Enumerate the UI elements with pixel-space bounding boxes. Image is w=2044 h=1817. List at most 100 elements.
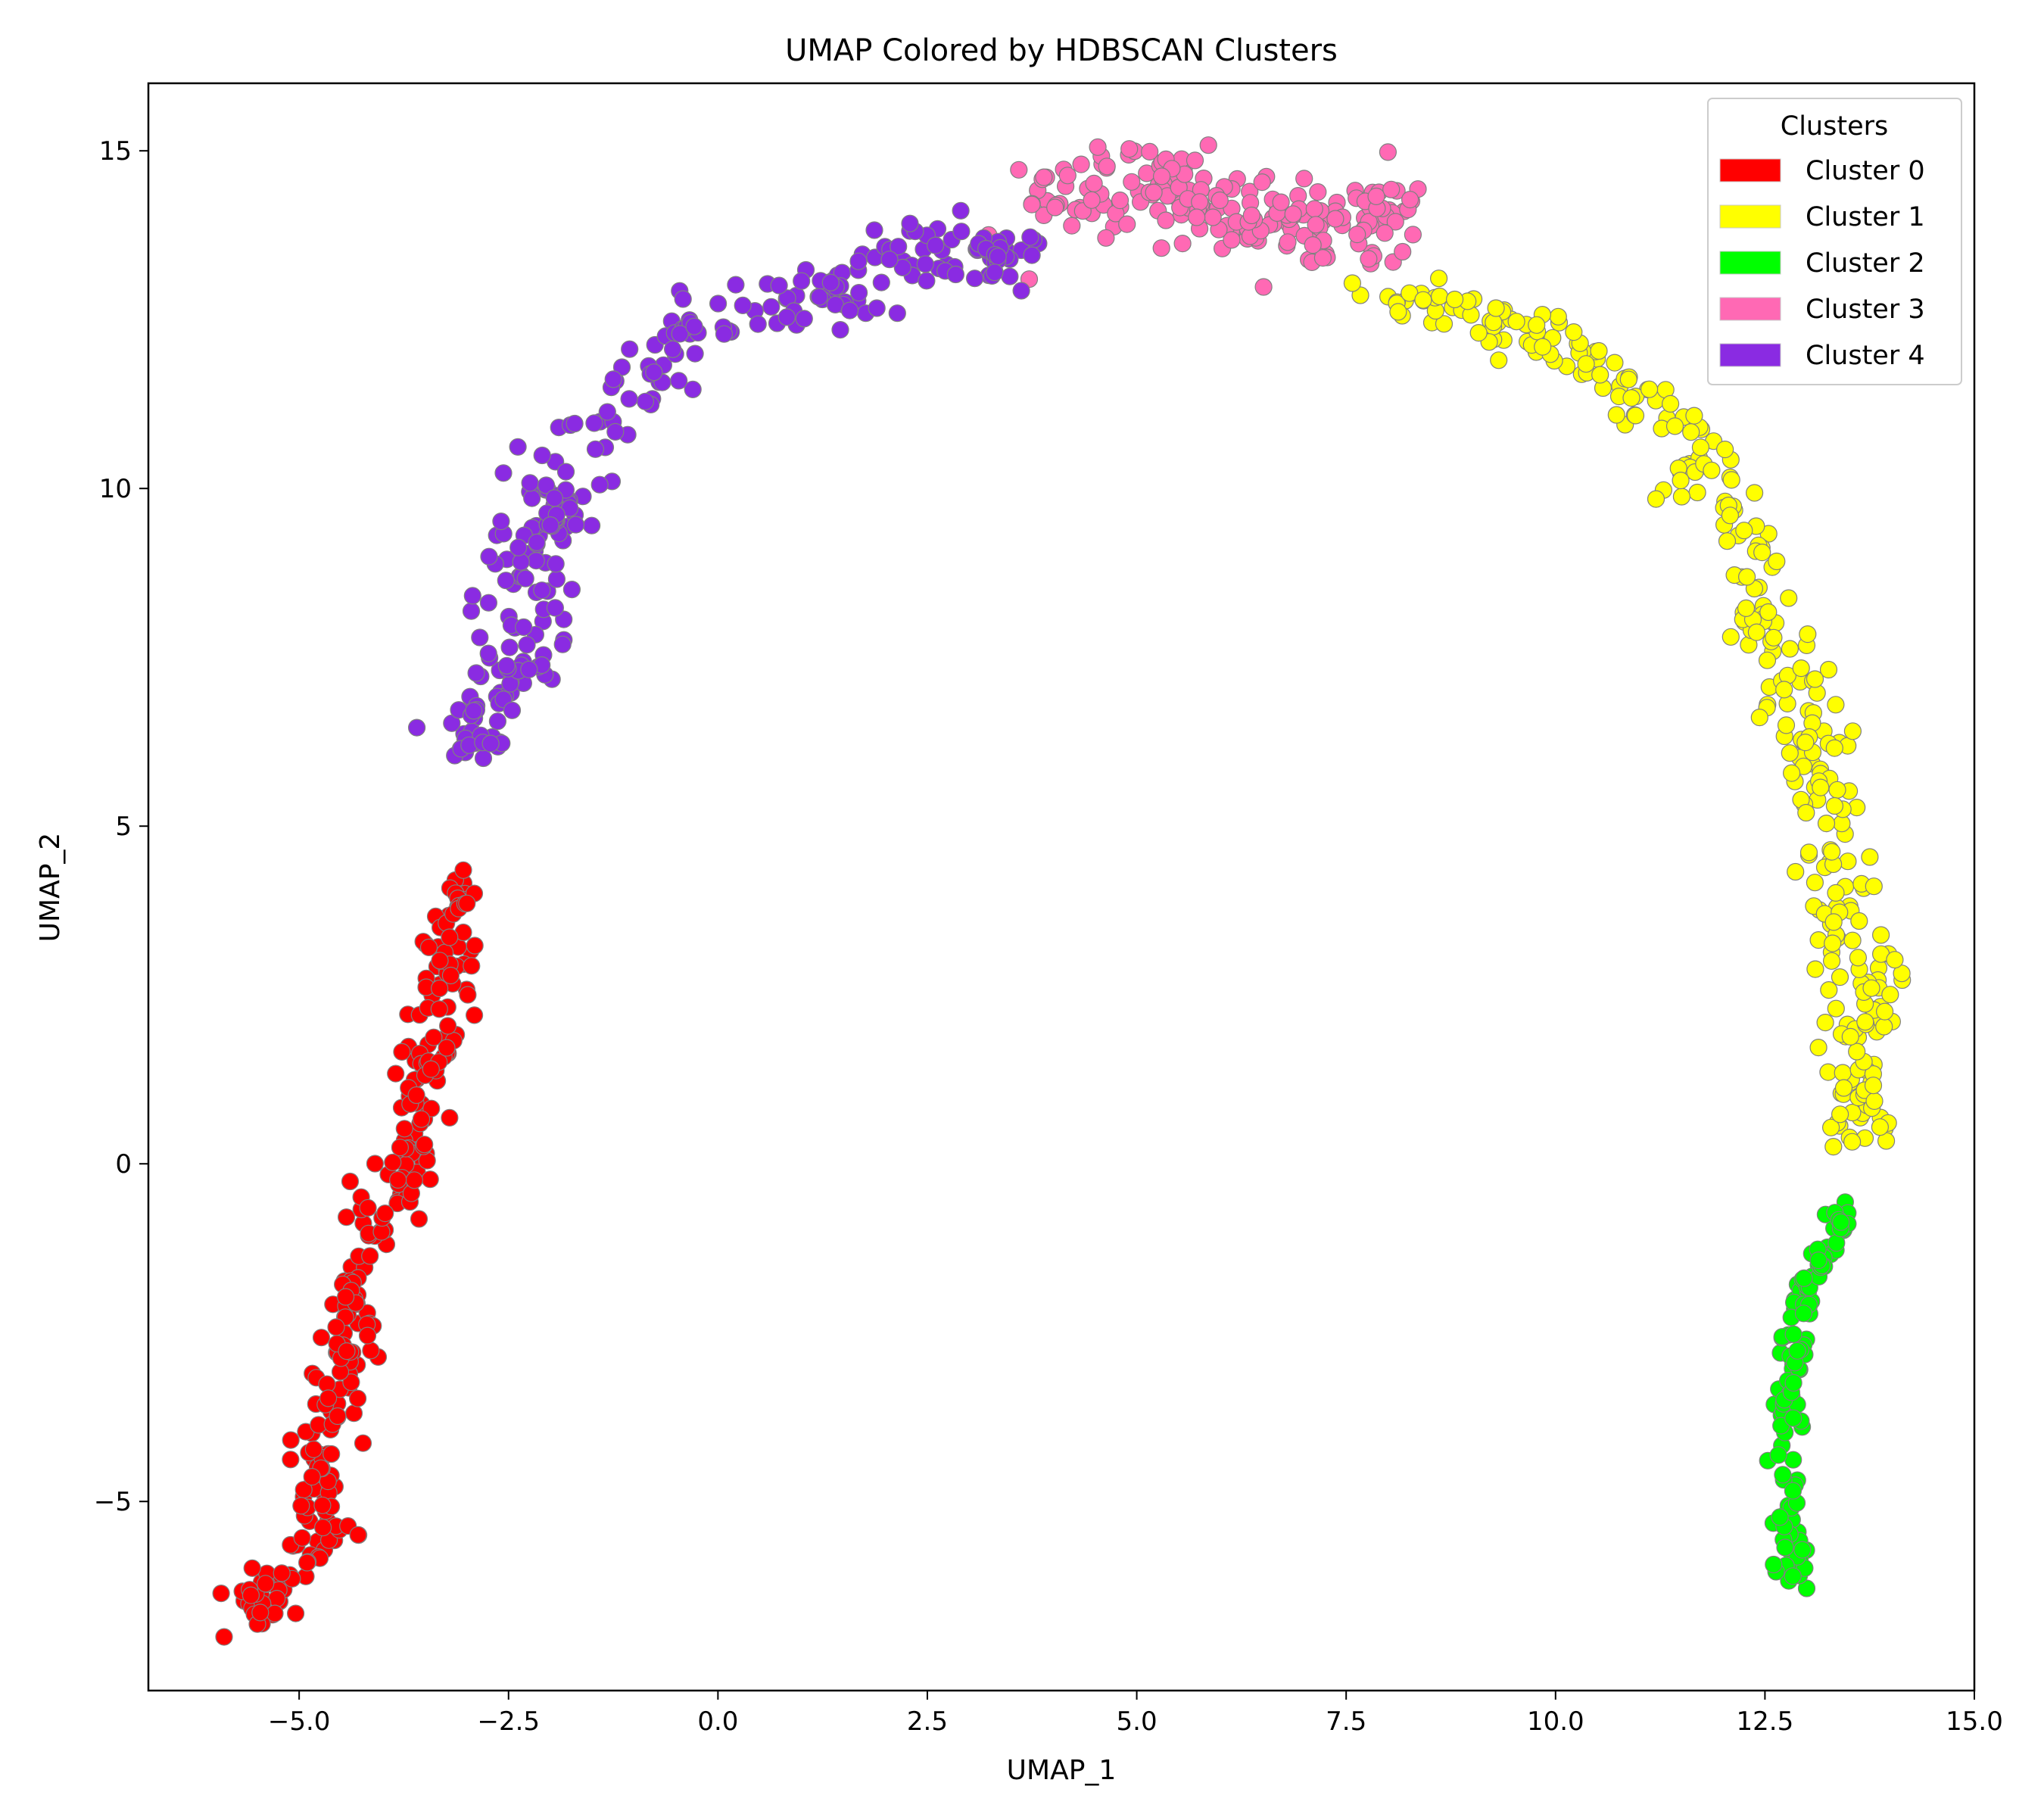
data-point: [749, 315, 767, 333]
data-point: [1824, 913, 1843, 931]
y-axis: −5 0 5 10 15: [94, 136, 148, 1517]
data-point: [849, 252, 868, 270]
data-point: [312, 1329, 331, 1347]
data-point: [1816, 1013, 1834, 1032]
x-axis: −5.0 −2.5 0.0 2.5 5.0 7.5 10.0 12.5 15.0: [268, 1691, 2003, 1737]
data-point: [1242, 206, 1260, 225]
data-point: [840, 301, 859, 319]
data-point: [1828, 781, 1846, 799]
data-point: [1118, 215, 1136, 233]
data-point: [1010, 161, 1028, 179]
data-point: [1191, 193, 1209, 211]
data-point: [566, 516, 585, 534]
data-point: [1820, 980, 1838, 999]
data-point: [488, 712, 507, 731]
data-point: [1777, 716, 1796, 734]
data-point: [465, 702, 483, 720]
data-point: [441, 966, 460, 985]
data-point: [521, 474, 539, 492]
data-point: [241, 1586, 260, 1604]
data-point: [645, 363, 663, 382]
data-point: [1157, 211, 1175, 229]
data-point: [458, 894, 476, 912]
data-point: [1722, 628, 1740, 646]
chart-title: UMAP Colored by HDBSCAN Clusters: [785, 33, 1338, 68]
data-point: [1703, 461, 1721, 479]
data-point: [582, 516, 601, 535]
data-point: [462, 602, 481, 620]
data-point: [405, 1171, 423, 1189]
legend-label: Cluster 4: [1806, 341, 1925, 371]
data-point: [1792, 659, 1810, 678]
data-point: [1386, 213, 1404, 231]
data-point: [527, 551, 545, 570]
y-tick-label: 0: [115, 1149, 132, 1180]
data-point: [1812, 778, 1830, 796]
data-point: [849, 284, 868, 302]
data-point: [1809, 1251, 1827, 1270]
data-point: [1806, 670, 1824, 688]
data-point: [620, 390, 638, 408]
data-point: [1806, 960, 1824, 978]
data-point: [1253, 173, 1271, 192]
data-point: [1781, 744, 1799, 762]
data-point: [1691, 438, 1709, 457]
data-point: [1825, 739, 1843, 757]
legend-title: Clusters: [1781, 111, 1888, 142]
data-point: [512, 553, 530, 571]
x-tick-label: −2.5: [477, 1706, 540, 1737]
data-point: [1528, 316, 1546, 334]
data-point: [545, 489, 563, 507]
series-cluster-4: [407, 201, 1048, 768]
data-point: [1326, 210, 1344, 228]
data-point: [497, 656, 516, 675]
data-point: [1861, 848, 1879, 866]
y-axis-label: UMAP_2: [35, 833, 66, 943]
data-point: [500, 638, 519, 656]
data-point: [1834, 1064, 1852, 1082]
data-point: [1886, 951, 1904, 969]
data-point: [1831, 1105, 1849, 1124]
data-point: [421, 1170, 439, 1189]
data-point: [1309, 183, 1327, 201]
data-point: [338, 1208, 356, 1226]
y-tick-label: 5: [115, 812, 132, 842]
data-point: [509, 438, 527, 456]
data-point: [1875, 1018, 1893, 1036]
data-point: [1063, 217, 1081, 235]
data-point: [1793, 1541, 1812, 1559]
data-point: [1871, 1118, 1889, 1136]
legend-swatch: [1719, 343, 1781, 367]
data-point: [314, 1519, 332, 1537]
data-point: [1565, 323, 1583, 341]
data-point: [1827, 884, 1845, 902]
data-point: [1279, 233, 1297, 251]
data-point: [793, 272, 811, 290]
data-point: [663, 340, 682, 358]
data-point: [1072, 155, 1090, 173]
data-point: [466, 937, 484, 955]
data-point: [1120, 140, 1139, 158]
data-point: [509, 538, 528, 556]
data-point: [1795, 1269, 1813, 1288]
data-point: [1768, 552, 1786, 571]
data-point: [503, 701, 522, 719]
data-point: [598, 403, 616, 421]
data-point: [715, 325, 734, 343]
legend-swatch: [1719, 158, 1781, 182]
data-point: [1023, 195, 1041, 213]
data-point: [1776, 1538, 1794, 1557]
series-cluster-3: [980, 136, 1427, 296]
data-point: [1211, 191, 1229, 210]
data-point: [1123, 173, 1141, 191]
data-point: [1819, 1063, 1837, 1081]
data-point: [1001, 267, 1019, 285]
data-point: [349, 1526, 367, 1544]
data-point: [1843, 931, 1862, 949]
data-point: [1404, 226, 1422, 244]
data-point: [1822, 1118, 1840, 1136]
data-point: [1665, 417, 1684, 435]
data-point: [621, 340, 639, 358]
x-tick-label: 5.0: [1117, 1706, 1158, 1737]
data-point: [454, 861, 472, 879]
